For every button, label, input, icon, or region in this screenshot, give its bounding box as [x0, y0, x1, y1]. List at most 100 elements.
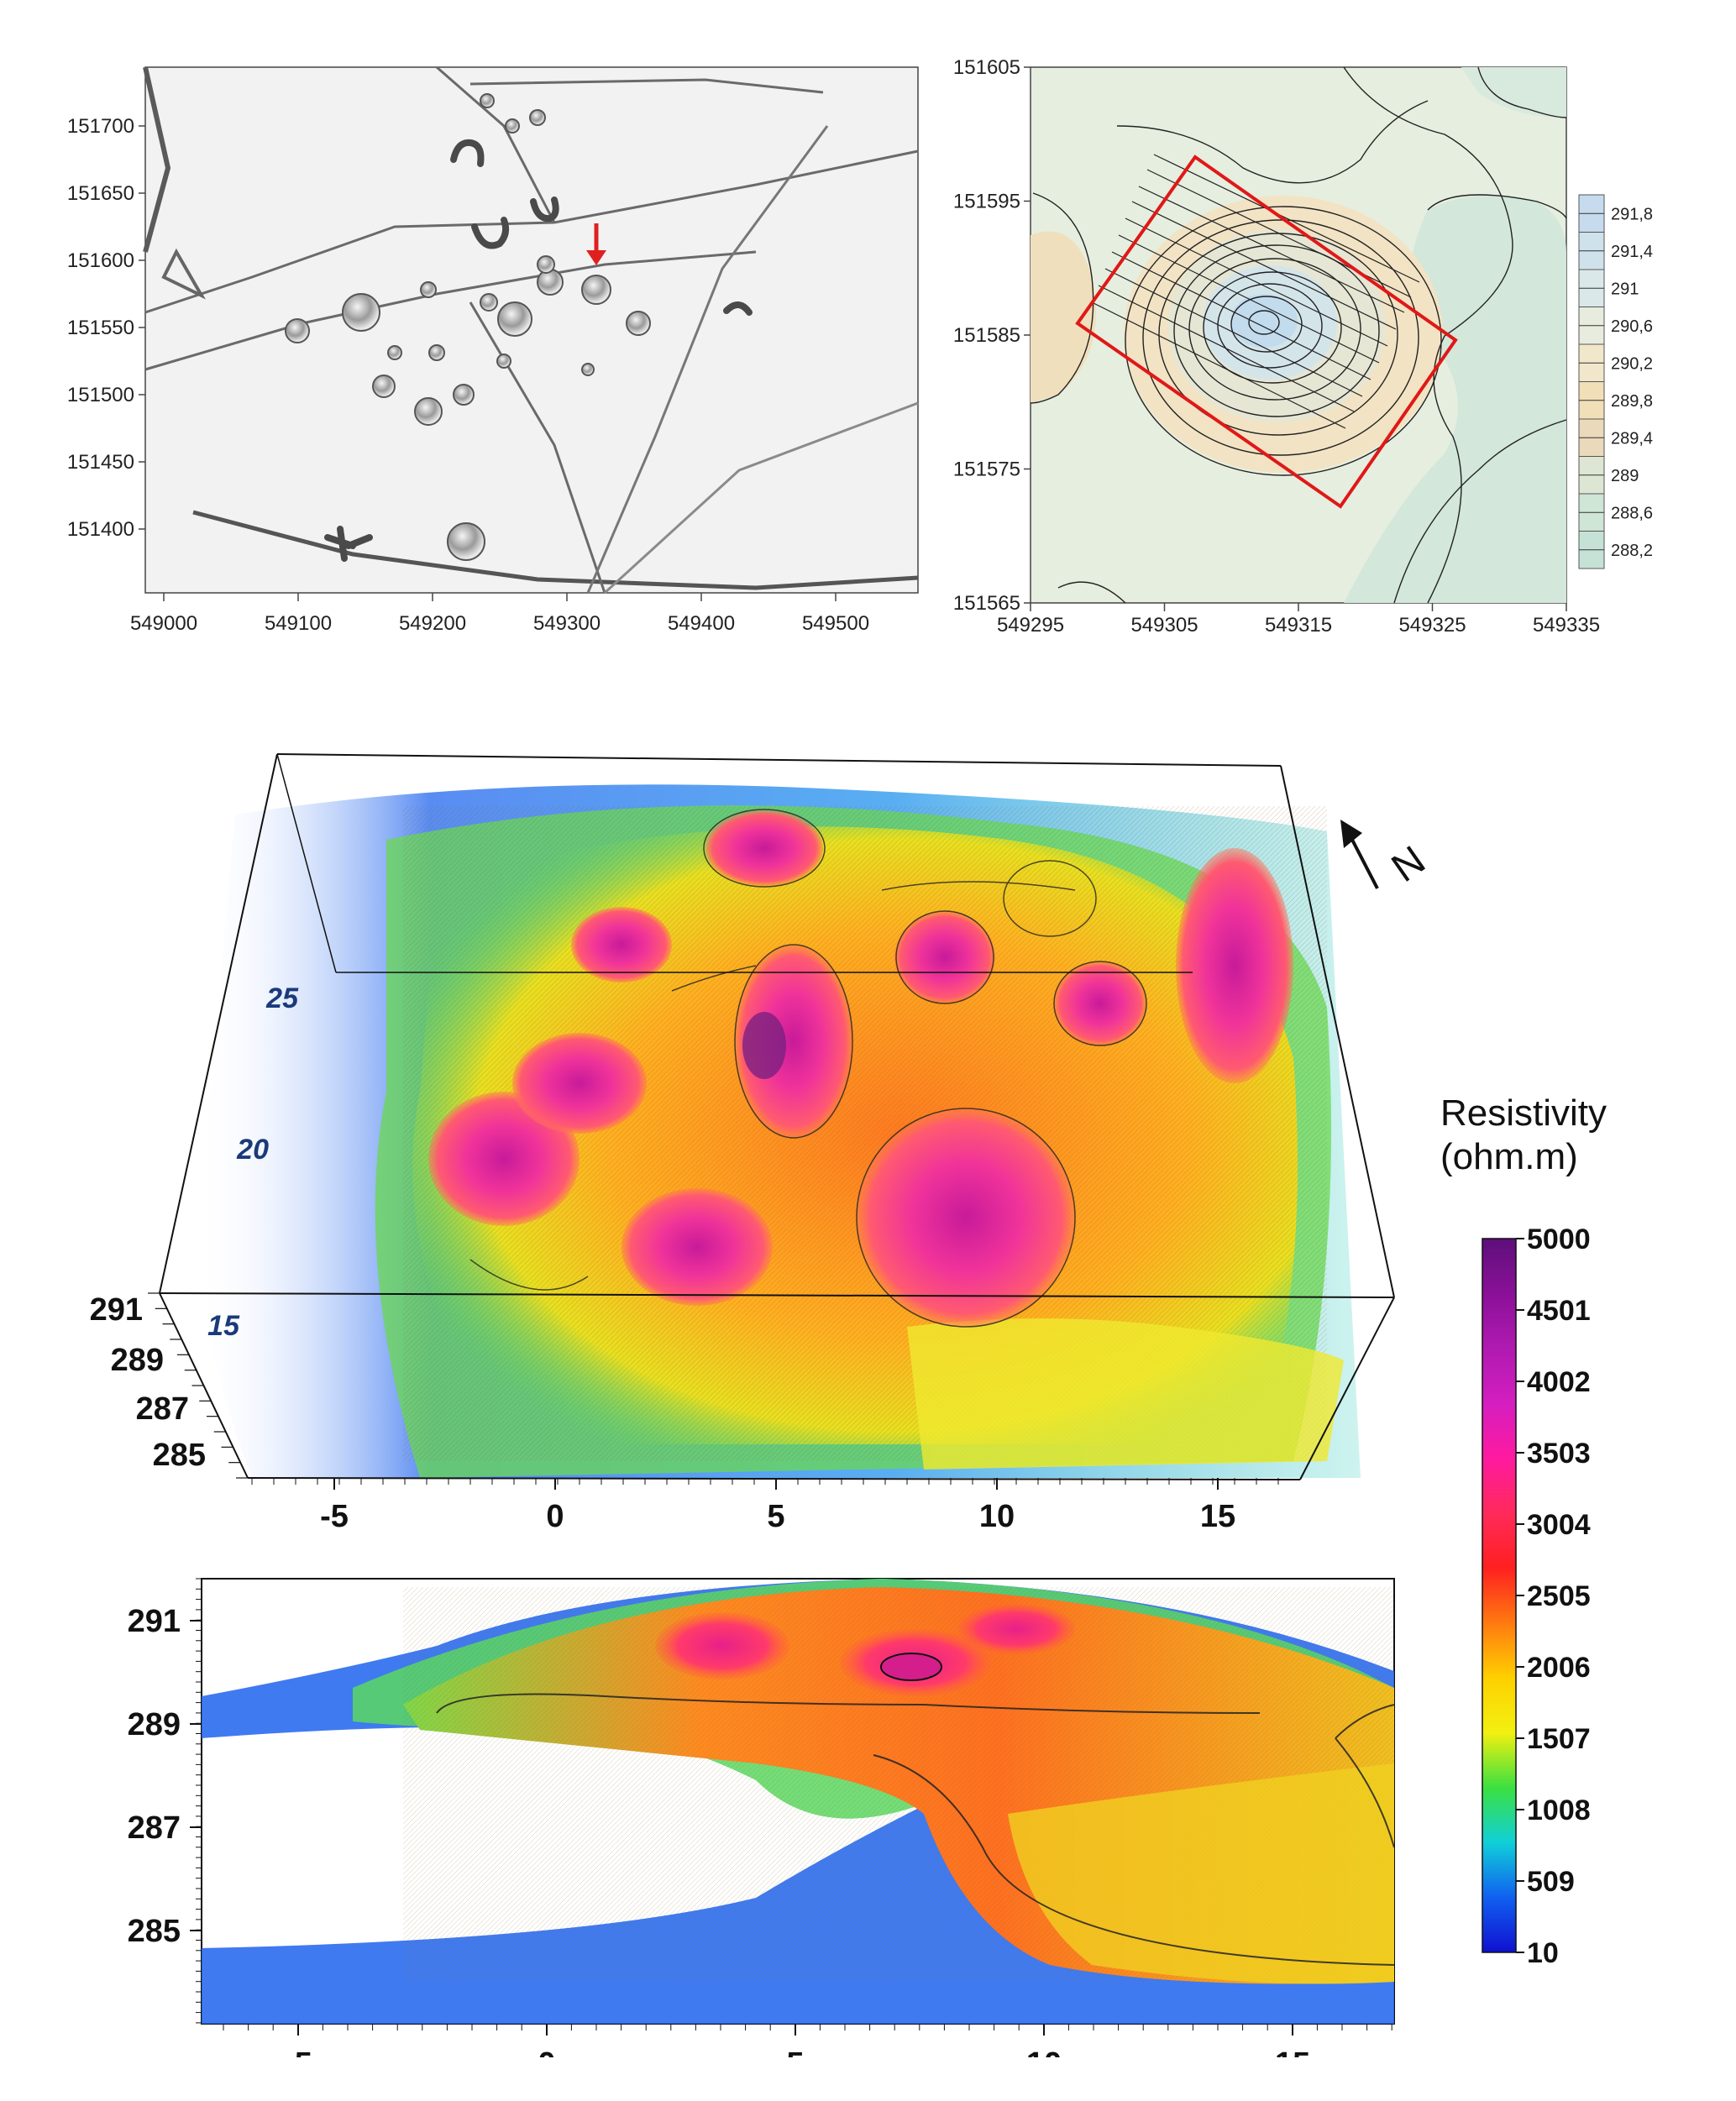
location-arrow — [586, 223, 606, 265]
lidar-y-tick-label: 151650 — [67, 182, 134, 205]
lidar-y-tick-label: 151500 — [67, 384, 134, 406]
colorbar-tick-label: 3503 — [1527, 1438, 1591, 1470]
colorbar-gradient — [1482, 1238, 1517, 1953]
contour-x-tick-label: 549305 — [1130, 614, 1198, 637]
legend-label: 289 — [1611, 467, 1639, 485]
lidar-terrain-lines — [143, 65, 919, 595]
lidar-mounds — [285, 93, 651, 561]
elevation-legend: 291,8 291,4 291 290,6 290,2 289,8 289,4 289 288,… — [1578, 194, 1653, 569]
volume-x-tick-label: 15 — [1200, 1499, 1235, 1528]
section-x-tick-label: 0 — [538, 2046, 555, 2057]
north-label: N — [1384, 838, 1428, 891]
contour-x-tick-label: 549325 — [1398, 614, 1466, 637]
contour-lines — [1030, 66, 1567, 604]
contour-y-ticks: 151605 151595 151585 151575 151565 — [953, 56, 1031, 615]
colorbar-tick-label: 4002 — [1527, 1366, 1591, 1398]
volume-y-tick-label: 15 — [207, 1310, 240, 1342]
volume-x-ticks: -5 0 5 10 15 — [251, 1478, 1279, 1528]
contour-y-tick-label: 151575 — [953, 458, 1020, 481]
section-y-tick-label: 289 — [128, 1707, 181, 1742]
contour-x-tick-label: 549335 — [1533, 614, 1600, 637]
volume-z-tick-label: 287 — [136, 1391, 189, 1427]
legend-label: 291,4 — [1611, 243, 1653, 261]
colorbar-tick-label: 509 — [1527, 1866, 1575, 1898]
colorbar-tick-label: 10 — [1527, 1937, 1559, 1969]
section-x-tick-label: -5 — [284, 2046, 312, 2057]
colorbar-title: Resistivity (ohm.m) — [1440, 1092, 1709, 1179]
legend-label: 291 — [1611, 280, 1639, 298]
north-arrow: N — [1340, 820, 1428, 891]
lidar-y-tick-label: 151550 — [67, 317, 134, 339]
volume-z-tick-label: 285 — [153, 1438, 206, 1473]
lidar-y-ticks: 151700 151650 151600 151550 151500 151450 1514… — [67, 115, 145, 541]
section-x-ticks: -5 0 5 10 15 — [223, 2024, 1392, 2057]
resistivity-3d-panel: N 25 20 15 291 289 287 285 -5 0 5 10 15 — [90, 753, 1428, 1528]
volume-x-tick-label: 5 — [767, 1499, 784, 1528]
contour-y-tick-label: 151595 — [953, 191, 1020, 213]
lidar-x-tick-label: 549000 — [130, 612, 197, 635]
contour-x-tick-label: 549315 — [1265, 614, 1332, 637]
volume-z-tick-label: 289 — [111, 1343, 164, 1378]
resistivity-hotspots — [428, 810, 1293, 1327]
resistivity-colorbar: 5000 4501 4002 3503 3004 2505 2006 1507 1008 509 1… — [1482, 1223, 1591, 1969]
contour-x-tick-label: 549295 — [997, 614, 1064, 637]
legend-label: 289,8 — [1611, 392, 1653, 411]
section-hotspots — [655, 1604, 1075, 1696]
colorbar-title-line2: (ohm.m) — [1440, 1136, 1578, 1177]
lidar-y-tick-label: 151700 — [67, 115, 134, 138]
contour-x-ticks: 549295 549305 549315 549325 549335 — [997, 603, 1600, 637]
section-x-tick-label: 5 — [786, 2046, 804, 2057]
lidar-x-tick-label: 549200 — [399, 612, 466, 635]
contour-y-tick-label: 151605 — [953, 56, 1020, 79]
lidar-y-tick-label: 151400 — [67, 518, 134, 541]
survey-area-rectangle — [1075, 155, 1458, 509]
isosurface-outlines — [469, 809, 1147, 1328]
lidar-map-area — [144, 66, 919, 594]
section-y-ticks: 291 289 287 285 — [128, 1578, 202, 2024]
lidar-y-tick-label: 151600 — [67, 249, 134, 272]
lidar-x-ticks: 549000 549100 549200 549300 549400 549500 — [130, 593, 869, 635]
contour-y-tick-label: 151585 — [953, 324, 1020, 347]
colorbar-tick-label: 2006 — [1527, 1652, 1591, 1684]
volume-y-tick-label: 25 — [265, 982, 299, 1014]
legend-label: 288,6 — [1611, 504, 1653, 522]
volume-y-tick-label: 20 — [236, 1134, 269, 1166]
lidar-x-tick-label: 549100 — [265, 612, 332, 635]
volume-z-tick-label: 291 — [90, 1292, 143, 1328]
legend-label: 291,8 — [1611, 205, 1653, 223]
volume-x-tick-label: 10 — [979, 1499, 1015, 1528]
colorbar-tick-label: 3004 — [1527, 1509, 1591, 1541]
section-x-tick-label: 15 — [1275, 2046, 1310, 2057]
lidar-y-tick-label: 151450 — [67, 451, 134, 474]
lower-yellow-body — [907, 1318, 1344, 1470]
legend-label: 288,2 — [1611, 542, 1653, 560]
lidar-x-tick-label: 549300 — [533, 612, 601, 635]
colorbar-tick-label: 1507 — [1527, 1723, 1591, 1755]
horseshoe-features — [324, 139, 753, 562]
colorbar-ticks: 5000 4501 4002 3503 3004 2505 2006 1507 1008 509 1… — [1516, 1223, 1591, 1969]
section-y-tick-label: 287 — [128, 1810, 181, 1846]
section-outlines — [436, 1693, 1395, 1966]
triangle-feature — [161, 248, 207, 300]
section-x-tick-label: 10 — [1026, 2046, 1062, 2057]
resistivity-section-panel: 291 289 287 285 -5 0 5 10 15 — [128, 1578, 1395, 2057]
volume-x-tick-label: -5 — [320, 1499, 349, 1528]
colorbar-title-line1: Resistivity — [1440, 1092, 1608, 1134]
colorbar-tick-label: 2505 — [1527, 1580, 1591, 1612]
legend-label: 290,2 — [1611, 354, 1653, 373]
volume-y-ticks: 25 20 15 — [207, 982, 299, 1342]
legend-label: 290,6 — [1611, 317, 1653, 336]
volume-x-tick-label: 0 — [546, 1499, 564, 1528]
volume-z-ticks: 291 289 287 285 — [90, 1292, 248, 1479]
colorbar-tick-label: 1008 — [1527, 1794, 1591, 1826]
colorbar-tick-label: 5000 — [1527, 1223, 1591, 1255]
lidar-x-tick-label: 549500 — [802, 612, 869, 635]
lidar-x-tick-label: 549400 — [668, 612, 735, 635]
lidar-panel: 151700 151650 151600 151550 151500 151450 1514… — [67, 65, 919, 635]
contour-fill-zones — [1031, 67, 1566, 603]
section-y-tick-label: 285 — [128, 1914, 181, 1949]
section-y-tick-label: 291 — [128, 1604, 181, 1639]
contour-y-tick-label: 151565 — [953, 592, 1020, 615]
colorbar-tick-label: 4501 — [1527, 1295, 1591, 1327]
